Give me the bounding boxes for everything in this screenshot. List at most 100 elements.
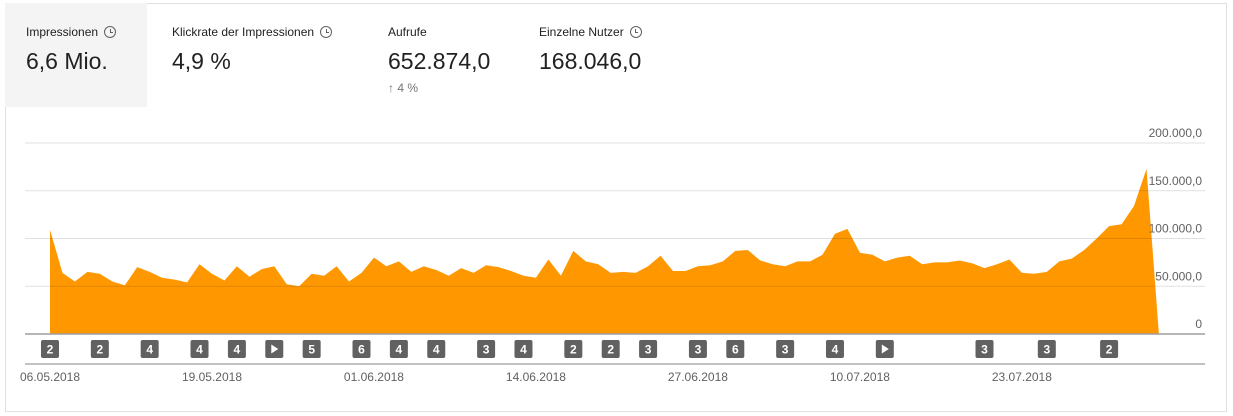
marker-label: 2 <box>1106 343 1113 357</box>
marker-label: 4 <box>146 343 153 357</box>
tab-click-rate[interactable]: Klickrate der Impressionen 4,9 % <box>151 3 361 107</box>
metric-label: Aufrufe <box>388 25 427 39</box>
marker-label: 3 <box>645 343 652 357</box>
marker-label: 2 <box>570 343 577 357</box>
y-tick-label: 100.000,0 <box>1149 222 1203 236</box>
marker-label: 6 <box>358 343 365 357</box>
marker-label: 4 <box>433 343 440 357</box>
clock-icon[interactable] <box>629 26 642 38</box>
y-tick-label: 50.000,0 <box>1155 269 1202 283</box>
play-icon <box>881 344 889 354</box>
marker-label: 4 <box>234 343 241 357</box>
marker-label: 5 <box>308 343 315 357</box>
marker-box <box>140 340 159 358</box>
y-tick-label: 200.000,0 <box>1149 126 1203 140</box>
marker-label: 4 <box>396 343 403 357</box>
metric-value: 4,9 % <box>172 48 231 74</box>
annotation-marker[interactable]: 4 <box>227 340 246 358</box>
x-tick-label: 23.07.2018 <box>992 370 1052 384</box>
annotation-marker[interactable]: 3 <box>1037 340 1056 358</box>
x-tick-label: 06.05.2018 <box>20 370 80 384</box>
marker-label: 2 <box>96 343 103 357</box>
annotation-marker[interactable] <box>875 340 894 358</box>
x-tick-label: 27.06.2018 <box>668 370 728 384</box>
x-tick-label: 19.05.2018 <box>182 370 242 384</box>
clock-icon[interactable] <box>320 26 333 38</box>
tab-unique-users[interactable]: Einzelne Nutzer 168.046,0 <box>518 3 668 107</box>
annotation-marker[interactable] <box>265 340 284 358</box>
marker-box <box>41 340 59 358</box>
metric-value: 6,6 Mio. <box>26 48 108 74</box>
annotation-marker[interactable]: 6 <box>352 340 371 358</box>
marker-box <box>190 340 209 358</box>
marker-box <box>975 340 994 358</box>
metric-value: 168.046,0 <box>539 48 642 74</box>
annotation-marker[interactable]: 3 <box>776 340 795 358</box>
marker-label: 2 <box>607 343 614 357</box>
marker-label: 3 <box>1043 343 1050 357</box>
marker-label: 4 <box>520 343 527 357</box>
annotation-marker[interactable]: 4 <box>140 340 159 358</box>
metric-label: Einzelne Nutzer <box>539 25 624 39</box>
x-tick-label: 01.06.2018 <box>344 370 404 384</box>
marker-box <box>726 340 745 358</box>
clock-icon[interactable] <box>104 26 117 38</box>
x-tick-label: 10.07.2018 <box>830 370 890 384</box>
marker-box <box>352 340 371 358</box>
marker-box <box>427 340 446 358</box>
annotation-marker[interactable]: 3 <box>639 340 658 358</box>
marker-label: 3 <box>483 343 490 357</box>
annotation-marker[interactable]: 3 <box>688 340 707 358</box>
x-tick-label: 14.06.2018 <box>506 370 566 384</box>
marker-box <box>639 340 658 358</box>
annotation-marker[interactable]: 6 <box>726 340 745 358</box>
marker-box <box>90 340 109 358</box>
play-icon <box>271 344 279 354</box>
marker-box <box>302 340 321 358</box>
metric-delta: 4 % <box>397 81 419 95</box>
marker-label: 4 <box>832 343 839 357</box>
marker-label: 6 <box>732 343 739 357</box>
annotation-marker[interactable]: 4 <box>514 340 533 358</box>
annotation-marker[interactable]: 4 <box>190 340 209 358</box>
metric-label: Impressionen <box>26 25 99 39</box>
y-tick-label: 150.000,0 <box>1149 174 1203 188</box>
annotation-marker[interactable]: 2 <box>41 340 59 358</box>
marker-box <box>514 340 533 358</box>
marker-box <box>477 340 496 358</box>
marker-box <box>1100 340 1119 358</box>
marker-box <box>825 340 844 358</box>
annotation-marker[interactable]: 5 <box>302 340 321 358</box>
annotation-marker[interactable]: 2 <box>564 340 583 358</box>
marker-box <box>776 340 795 358</box>
marker-box <box>564 340 583 358</box>
marker-label: 3 <box>981 343 988 357</box>
card-border <box>5 3 1227 412</box>
marker-box <box>389 340 408 358</box>
metric-value: 652.874,0 <box>388 48 491 74</box>
marker-box <box>688 340 707 358</box>
annotation-marker[interactable]: 2 <box>1100 340 1119 358</box>
tab-impressions[interactable]: Impressionen 6,6 Mio. <box>5 3 147 107</box>
annotation-marker[interactable]: 2 <box>601 340 620 358</box>
y-tick-label: 0 <box>1195 317 1202 331</box>
marker-label: 4 <box>196 343 203 357</box>
marker-label: 3 <box>695 343 702 357</box>
marker-box <box>1037 340 1056 358</box>
annotation-marker[interactable]: 4 <box>389 340 408 358</box>
annotation-marker[interactable]: 3 <box>477 340 496 358</box>
area-series <box>50 168 1159 334</box>
annotation-marker[interactable]: 4 <box>825 340 844 358</box>
marker-label: 3 <box>782 343 789 357</box>
tab-views[interactable]: Aufrufe 652.874,0 ↑ 4 % <box>367 3 515 107</box>
marker-box <box>227 340 246 358</box>
marker-box <box>601 340 620 358</box>
marker-label: 2 <box>47 343 54 357</box>
metric-label: Klickrate der Impressionen <box>172 25 315 39</box>
annotation-marker[interactable]: 3 <box>975 340 994 358</box>
annotation-marker[interactable]: 4 <box>427 340 446 358</box>
annotation-marker[interactable]: 2 <box>90 340 109 358</box>
arrow-up-icon: ↑ <box>388 81 394 95</box>
